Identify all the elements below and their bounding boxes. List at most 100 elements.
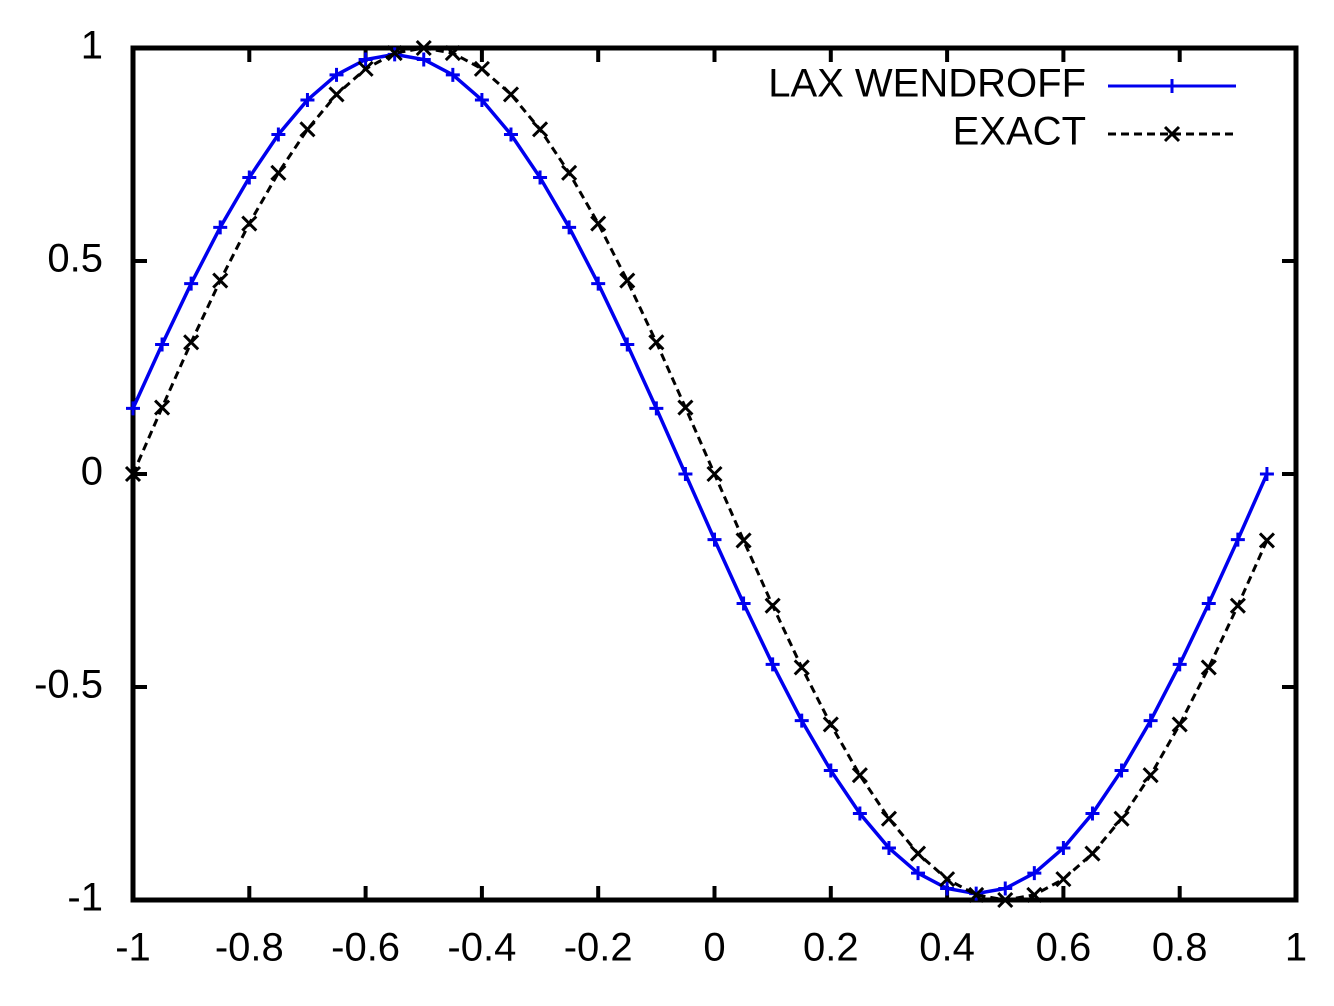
marker	[1026, 886, 1043, 903]
marker	[1143, 713, 1158, 728]
series-line	[131, 52, 1269, 896]
marker	[648, 334, 665, 351]
legend-label: EXACT	[953, 110, 1086, 154]
marker	[329, 67, 344, 82]
marker	[1165, 79, 1179, 93]
x-tick-label: -0.4	[447, 926, 516, 970]
marker	[415, 39, 432, 57]
x-tick-label: 1	[1285, 926, 1307, 970]
marker	[619, 272, 636, 289]
marker	[678, 467, 693, 481]
marker	[1259, 467, 1274, 481]
marker	[126, 401, 140, 416]
marker	[1258, 532, 1275, 549]
marker	[822, 716, 839, 733]
marker	[649, 401, 664, 416]
marker	[271, 127, 286, 142]
marker	[386, 45, 403, 62]
x-tick-label: 0.2	[803, 926, 859, 970]
marker	[1113, 810, 1130, 827]
marker	[1142, 767, 1159, 784]
x-tick-label: -0.2	[564, 926, 633, 970]
marker	[212, 272, 229, 289]
marker	[1085, 806, 1100, 821]
marker	[502, 86, 520, 103]
y-tick-label: 1	[81, 24, 103, 68]
marker	[998, 881, 1013, 896]
marker	[706, 465, 723, 483]
marker	[911, 866, 926, 881]
marker	[562, 220, 577, 235]
marker	[1027, 866, 1042, 881]
marker	[1171, 716, 1188, 733]
marker	[1084, 845, 1101, 862]
marker	[183, 334, 200, 351]
marker	[299, 121, 316, 138]
marker	[561, 164, 578, 181]
marker	[735, 532, 752, 549]
marker	[1200, 659, 1217, 676]
marker	[851, 767, 868, 784]
marker	[184, 276, 199, 291]
marker	[939, 871, 956, 888]
marker	[1055, 871, 1072, 888]
marker	[794, 713, 809, 728]
marker	[300, 92, 315, 107]
marker	[1163, 125, 1181, 143]
marker	[242, 170, 257, 185]
marker	[852, 806, 867, 821]
marker	[881, 841, 896, 856]
marker	[270, 164, 287, 181]
marker	[793, 659, 810, 676]
marker	[124, 465, 142, 483]
marker	[357, 60, 374, 77]
marker	[997, 891, 1014, 909]
marker	[1201, 596, 1216, 611]
marker	[358, 52, 373, 67]
marker	[503, 127, 518, 142]
x-tick-label: -0.6	[331, 926, 400, 970]
marker	[940, 881, 955, 896]
y-tick-label: -0.5	[34, 663, 103, 707]
marker	[474, 92, 489, 107]
marker	[444, 45, 461, 62]
marker	[880, 810, 898, 827]
series-line	[131, 46, 1269, 902]
marker	[591, 276, 606, 291]
marker	[764, 597, 781, 614]
marker	[1230, 532, 1245, 547]
y-tick-label: -1	[67, 876, 103, 920]
marker	[590, 215, 607, 232]
legend-label: LAX WENDROFF	[768, 62, 1086, 106]
x-tick-label: 0.8	[1152, 926, 1208, 970]
marker	[707, 532, 722, 547]
y-tick-label: 0.5	[47, 237, 103, 281]
marker	[155, 337, 170, 352]
x-tick-label: 0.6	[1036, 926, 1092, 970]
marker	[416, 52, 431, 67]
marker	[1114, 763, 1129, 778]
marker	[328, 86, 345, 103]
marker	[968, 886, 985, 903]
marker	[1229, 597, 1246, 614]
x-tick-label: 0.4	[919, 926, 975, 970]
marker	[1172, 657, 1187, 672]
marker	[241, 215, 258, 232]
marker	[736, 596, 751, 611]
y-tick-label: 0	[81, 450, 103, 494]
marker	[677, 399, 694, 416]
marker	[909, 845, 927, 862]
marker	[823, 763, 838, 778]
marker	[620, 337, 635, 352]
x-tick-label: -0.8	[215, 926, 284, 970]
marker	[765, 657, 780, 672]
marker	[213, 220, 228, 235]
marker	[473, 60, 490, 77]
marker	[1056, 841, 1071, 856]
marker	[154, 399, 171, 416]
x-tick-label: -1	[115, 926, 151, 970]
x-tick-label: 0	[703, 926, 725, 970]
marker	[531, 121, 549, 138]
marker	[445, 67, 460, 82]
